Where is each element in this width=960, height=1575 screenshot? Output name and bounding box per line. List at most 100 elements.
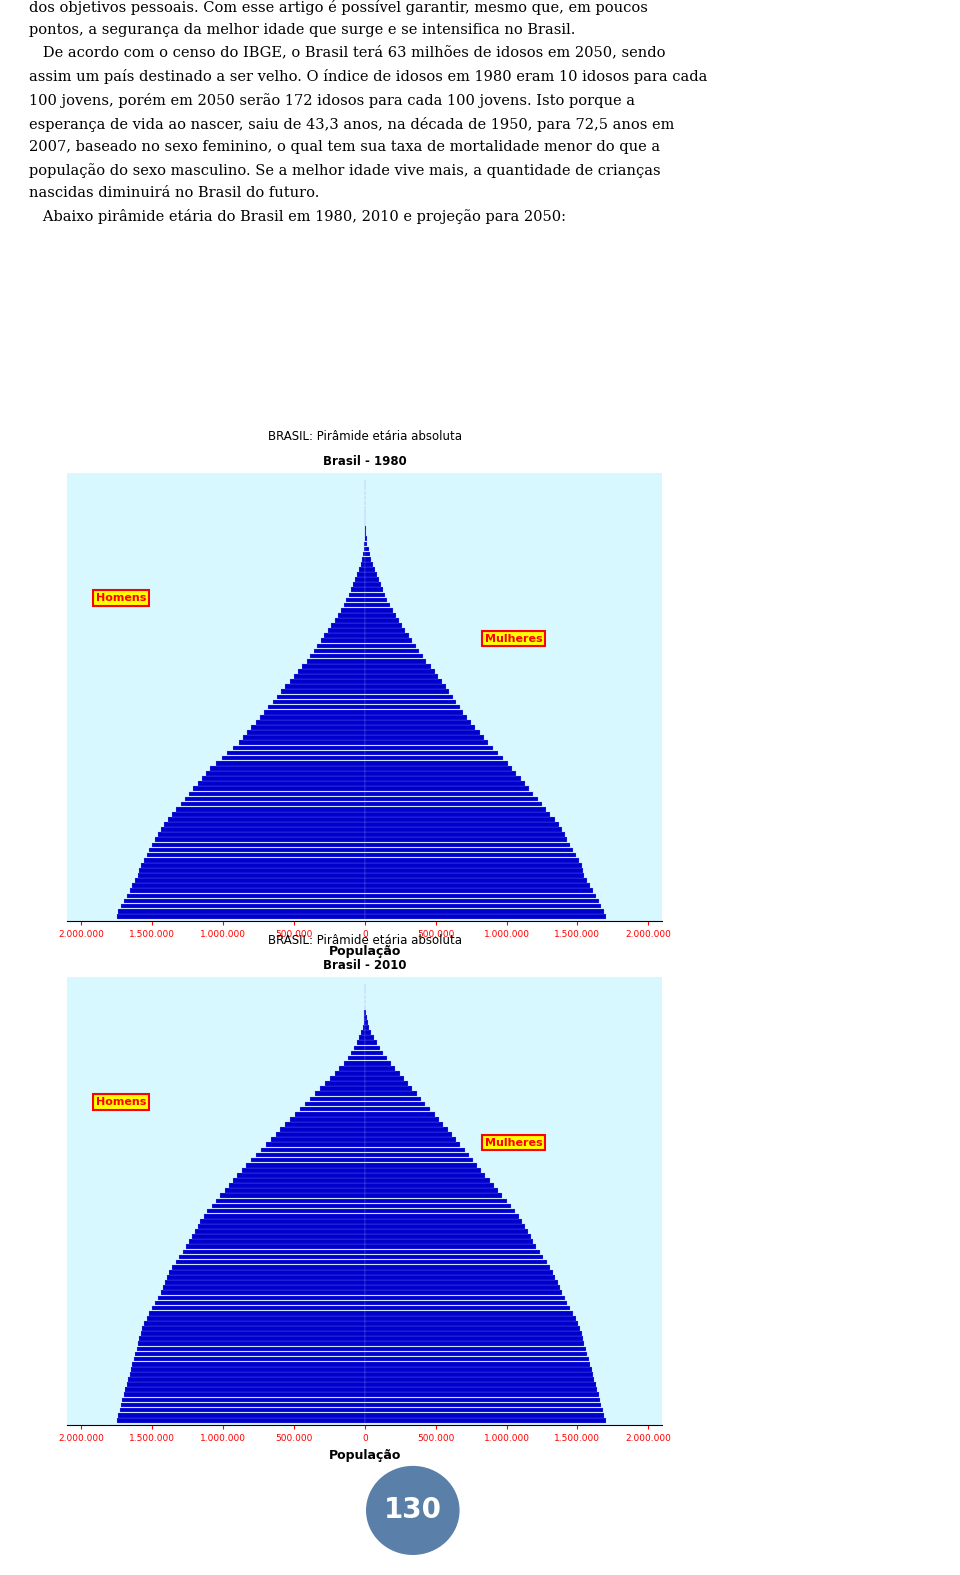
Bar — [310, 1096, 365, 1101]
Bar — [189, 792, 365, 797]
Bar — [328, 628, 365, 633]
Bar — [365, 1296, 564, 1301]
Bar — [361, 562, 365, 567]
Bar — [365, 1112, 435, 1117]
Bar — [207, 1208, 365, 1213]
Bar — [365, 1010, 366, 1014]
Bar — [365, 1035, 373, 1040]
Bar — [239, 740, 365, 745]
Bar — [365, 654, 423, 658]
Bar — [362, 558, 365, 562]
Bar — [365, 1413, 604, 1418]
Bar — [153, 1306, 365, 1310]
Bar — [365, 1331, 582, 1336]
Bar — [365, 893, 596, 898]
Bar — [160, 827, 365, 832]
Bar — [365, 572, 377, 576]
Bar — [365, 888, 593, 893]
Bar — [365, 776, 520, 781]
Bar — [139, 1336, 365, 1340]
Bar — [365, 1107, 430, 1112]
Bar — [185, 797, 365, 802]
Bar — [365, 1244, 537, 1249]
Bar — [141, 863, 365, 868]
Bar — [365, 1153, 468, 1158]
Bar — [365, 551, 370, 556]
Bar — [321, 638, 365, 643]
Bar — [144, 858, 365, 863]
Text: Homens: Homens — [96, 1098, 146, 1107]
X-axis label: População: População — [328, 945, 401, 958]
Bar — [255, 1153, 365, 1158]
Bar — [165, 1280, 365, 1285]
Bar — [302, 665, 365, 669]
Bar — [355, 578, 365, 583]
Bar — [365, 1321, 578, 1326]
Bar — [350, 587, 365, 592]
Text: dos objetivos pessoais. Com esse artigo é possível garantir, mesmo que, em pouco: dos objetivos pessoais. Com esse artigo … — [29, 0, 708, 224]
Bar — [150, 1310, 365, 1315]
Bar — [198, 1224, 365, 1228]
Bar — [299, 669, 365, 674]
Bar — [276, 695, 365, 699]
Bar — [222, 756, 365, 761]
Bar — [186, 1244, 365, 1249]
Bar — [365, 710, 464, 715]
Bar — [365, 1408, 603, 1413]
Bar — [126, 1388, 365, 1392]
Bar — [365, 1169, 481, 1173]
Bar — [132, 1362, 365, 1367]
Bar — [351, 1051, 365, 1055]
Bar — [142, 1326, 365, 1331]
Bar — [365, 685, 445, 690]
Bar — [339, 1066, 365, 1071]
Bar — [138, 1342, 365, 1347]
Bar — [365, 562, 373, 567]
Bar — [365, 699, 456, 704]
Bar — [365, 879, 588, 884]
Bar — [365, 638, 412, 643]
Bar — [365, 1173, 485, 1178]
Bar — [206, 772, 365, 776]
Bar — [144, 1321, 365, 1326]
Bar — [117, 1418, 365, 1422]
Bar — [365, 1025, 370, 1030]
Bar — [243, 736, 365, 740]
Bar — [365, 1199, 507, 1203]
Bar — [139, 868, 365, 873]
Bar — [365, 608, 394, 613]
Bar — [147, 1315, 365, 1320]
Bar — [365, 658, 426, 663]
Bar — [306, 658, 365, 663]
Bar — [310, 654, 365, 658]
Circle shape — [367, 1466, 459, 1555]
Bar — [365, 1203, 511, 1208]
Bar — [266, 1142, 365, 1147]
Bar — [365, 674, 439, 679]
Bar — [365, 597, 388, 602]
Bar — [365, 1062, 391, 1066]
Bar — [365, 1367, 591, 1372]
Bar — [357, 1041, 365, 1046]
Bar — [156, 838, 365, 843]
Bar — [264, 710, 365, 715]
Bar — [365, 1051, 383, 1055]
Bar — [365, 1310, 573, 1315]
Bar — [354, 1046, 365, 1051]
Bar — [365, 592, 385, 597]
Bar — [220, 1194, 365, 1199]
Bar — [365, 817, 555, 822]
Bar — [247, 731, 365, 736]
Bar — [365, 1301, 567, 1306]
Bar — [365, 1021, 368, 1025]
Bar — [251, 1158, 365, 1162]
Bar — [365, 1265, 550, 1269]
Bar — [365, 1219, 522, 1224]
Bar — [365, 827, 562, 832]
Bar — [176, 1260, 365, 1265]
Bar — [127, 1383, 365, 1388]
Bar — [365, 822, 559, 827]
Bar — [365, 1403, 602, 1408]
Bar — [365, 736, 484, 740]
Bar — [365, 751, 498, 756]
